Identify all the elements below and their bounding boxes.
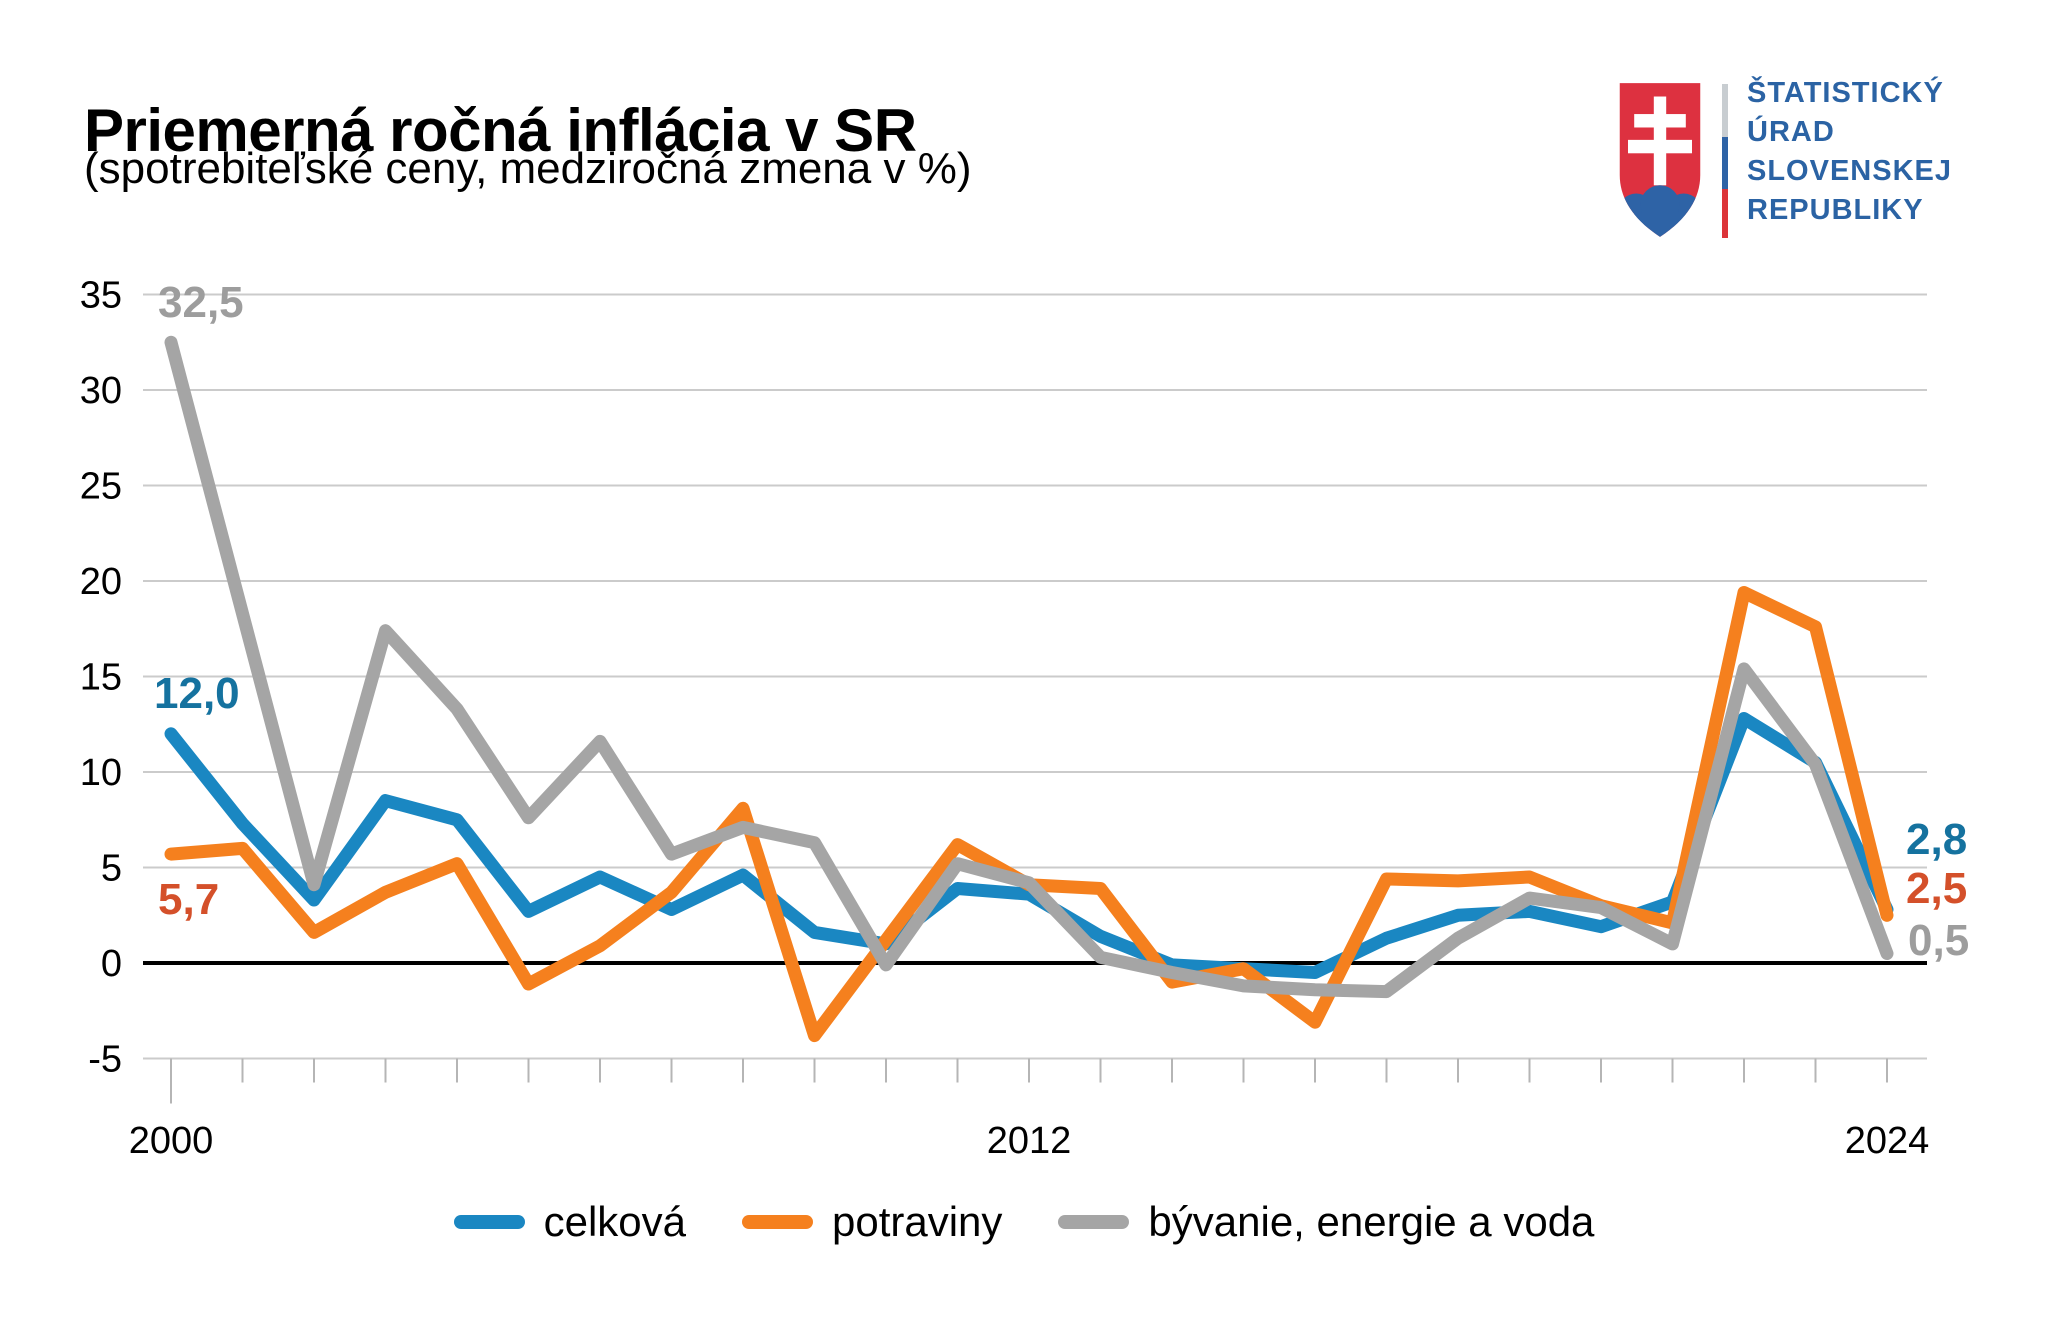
logo-text-line: ÚRAD <box>1747 116 1835 148</box>
bar-gray-segment <box>1722 84 1728 137</box>
x-axis-label: 2000 <box>129 1120 214 1162</box>
y-axis-label: 25 <box>80 466 122 508</box>
legend-label-byvanie: bývanie, energie a voda <box>1148 1198 1595 1245</box>
legend-swatch-potraviny <box>742 1215 813 1229</box>
bar-blue-segment <box>1722 137 1728 189</box>
susr-logo: ŠTATISTICKÝ ÚRAD SLOVENSKEJ REPUBLIKY <box>1608 77 2028 248</box>
legend-item-potraviny: potraviny <box>742 1198 1002 1246</box>
legend-label-celkova: celková <box>543 1198 686 1245</box>
x-axis-label: 2024 <box>1845 1120 1930 1162</box>
legend-swatch-celkova <box>453 1215 525 1229</box>
susr-logo-text: ŠTATISTICKÝ ÚRAD SLOVENSKEJ REPUBLIKY <box>1747 74 1952 230</box>
y-axis-label: 20 <box>80 561 122 603</box>
y-axis-label: 0 <box>101 943 122 985</box>
logo-text-line: ŠTATISTICKÝ <box>1747 77 1944 109</box>
bar-red-segment <box>1722 189 1728 238</box>
slovak-coat-of-arms-icon <box>1619 83 1701 237</box>
end-value-byvanie: 0,5 <box>1908 916 1970 965</box>
end-value-potraviny: 2,5 <box>1906 864 1968 913</box>
y-axis-label: 5 <box>101 848 122 890</box>
legend-label-potraviny: potraviny <box>832 1198 1003 1245</box>
start-value-celkova: 12,0 <box>154 669 240 718</box>
legend-item-byvanie: bývanie, energie a voda <box>1058 1198 1594 1246</box>
y-axis-label: 30 <box>80 370 122 412</box>
logo-divider-bar <box>1722 84 1728 238</box>
legend-swatch-byvanie <box>1058 1215 1130 1229</box>
logo-text-line: SLOVENSKEJ <box>1747 155 1952 187</box>
y-axis-label: 35 <box>80 275 122 317</box>
y-axis-label: 10 <box>80 752 122 794</box>
series-line-celkov- <box>164 712 1894 979</box>
x-axis-label: 2012 <box>987 1120 1072 1162</box>
legend-item-celkova: celková <box>453 1198 686 1246</box>
chart-legend: celková potraviny bývanie, energie a vod… <box>0 1198 2048 1246</box>
start-value-byvanie: 32,5 <box>158 278 244 327</box>
logo-text-line: REPUBLIKY <box>1747 194 1924 226</box>
series-line-b-vanie--energie-a-voda <box>164 335 1894 999</box>
page-title: Priemerná ročná inflácia v SR <box>84 97 917 165</box>
y-axis-label: 15 <box>80 657 122 699</box>
page-subtitle: (spotrebiteľské ceny, medziročná zmena v… <box>84 144 972 193</box>
y-axis-label: -5 <box>88 1039 122 1081</box>
start-value-potraviny: 5,7 <box>158 875 220 924</box>
end-value-celkova: 2,8 <box>1906 815 1968 864</box>
